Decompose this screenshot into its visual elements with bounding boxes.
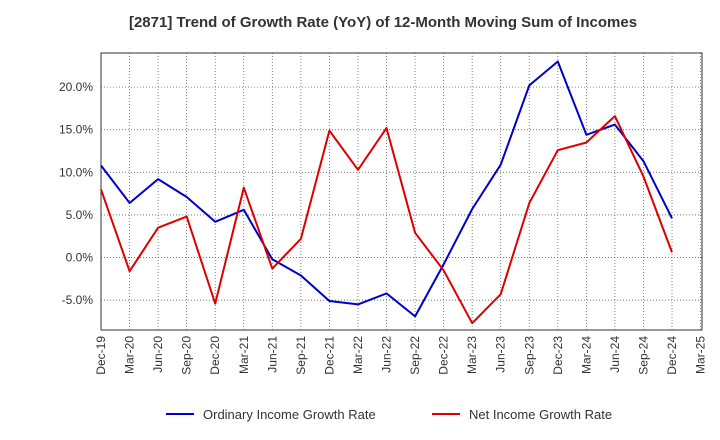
- series-lines: [100, 60, 673, 325]
- x-tick-label: Dec-20: [208, 336, 222, 375]
- x-tick-label: Sep-23: [522, 336, 536, 375]
- x-tick-label: Dec-23: [551, 336, 565, 375]
- x-tick-label: Jun-20: [151, 336, 165, 373]
- y-tick-label: -5.0%: [62, 293, 94, 307]
- x-tick-label: Mar-20: [123, 336, 137, 374]
- legend-label-net-income: Net Income Growth Rate: [469, 407, 612, 422]
- x-tick-label: Sep-24: [636, 336, 650, 375]
- plot-area: [101, 53, 702, 330]
- legend-label-ordinary-income: Ordinary Income Growth Rate: [203, 407, 376, 422]
- legend: Ordinary Income Growth Rate Net Income G…: [166, 407, 612, 422]
- x-tick-label: Sep-21: [294, 336, 308, 375]
- x-tick-label: Mar-24: [579, 336, 593, 374]
- y-tick-label: 15.0%: [59, 123, 93, 137]
- chart-title: [2871] Trend of Growth Rate (YoY) of 12-…: [129, 14, 637, 31]
- y-tick-label: 20.0%: [59, 80, 93, 94]
- vertical-gridlines: [100, 53, 701, 330]
- horizontal-gridlines: [101, 86, 702, 301]
- y-tick-label: 10.0%: [59, 165, 93, 179]
- net-income-growth-line: [100, 115, 673, 325]
- x-tick-label: Jun-22: [380, 336, 394, 373]
- x-tick-label: Dec-24: [665, 336, 679, 375]
- y-axis-labels: -5.0% 0.0% 5.0% 10.0% 15.0% 20.0%: [59, 80, 93, 307]
- x-tick-label: Jun-24: [608, 336, 622, 373]
- x-tick-label: Mar-25: [694, 336, 708, 374]
- x-tick-label: Jun-21: [265, 336, 279, 373]
- x-tick-label: Dec-19: [94, 336, 108, 375]
- x-tick-label: Mar-22: [351, 336, 365, 374]
- y-tick-label: 5.0%: [66, 208, 94, 222]
- x-tick-label: Dec-22: [437, 336, 451, 375]
- x-tick-label: Jun-23: [494, 336, 508, 373]
- x-tick-label: Mar-23: [465, 336, 479, 374]
- x-tick-label: Sep-20: [180, 336, 194, 375]
- x-tick-label: Sep-22: [408, 336, 422, 375]
- x-tick-label: Mar-21: [237, 336, 251, 374]
- ordinary-income-growth-line: [100, 60, 673, 318]
- x-tick-label: Dec-21: [322, 336, 336, 375]
- y-tick-label: 0.0%: [66, 251, 94, 265]
- x-axis-labels: Dec-19 Mar-20 Jun-20 Sep-20 Dec-20 Mar-21 Jun-…: [94, 336, 708, 375]
